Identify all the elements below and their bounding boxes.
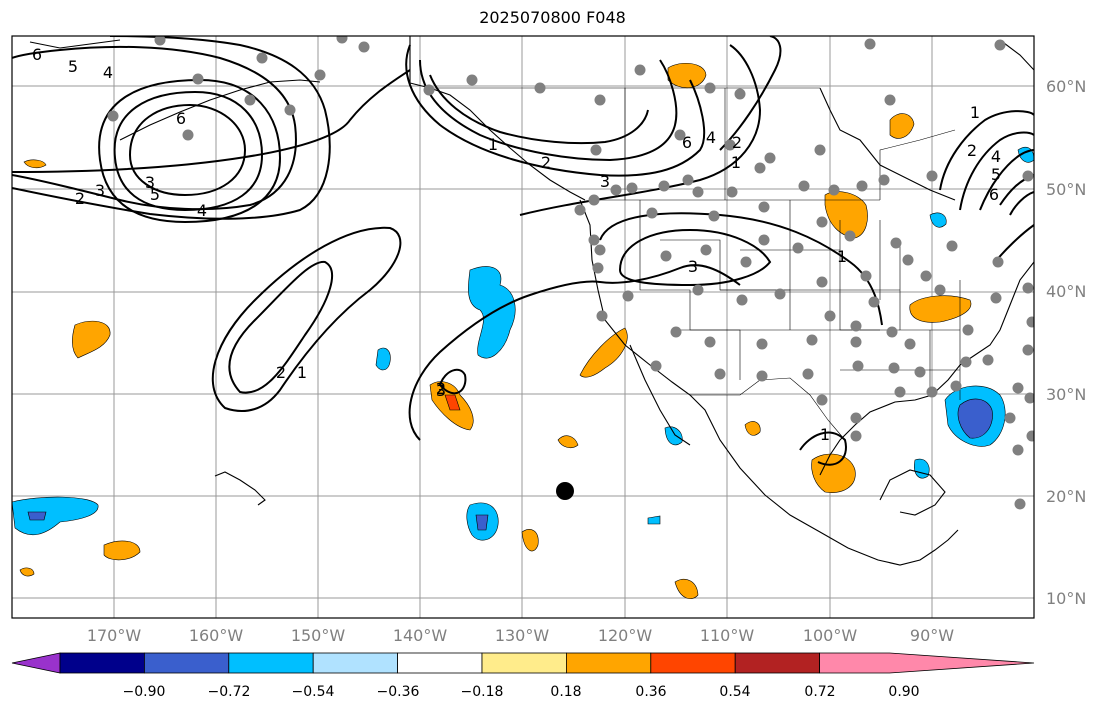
lon-label: 170°W	[86, 626, 142, 645]
colorbar-segment	[819, 652, 1035, 674]
colorbar-segment	[481, 652, 567, 674]
colorbar-tick: 0.90	[888, 684, 920, 700]
colorbar-tick: 0.18	[550, 684, 582, 700]
lon-label: 130°W	[494, 626, 550, 645]
contour-label: 6	[176, 109, 186, 128]
lon-label: 140°W	[392, 626, 448, 645]
contour-label: 6	[682, 133, 692, 152]
contour-label: 2	[75, 189, 85, 208]
contour-label: 1	[731, 153, 741, 172]
contour-label: 3	[688, 257, 698, 276]
colorbar	[11, 652, 1035, 674]
map-frame	[11, 35, 1035, 619]
lon-label: 120°W	[597, 626, 653, 645]
lon-label: 150°W	[290, 626, 346, 645]
lat-label: 60°N	[1046, 77, 1087, 96]
contour-label: 4	[197, 201, 207, 220]
map-title: 2025070800 F048	[479, 8, 626, 27]
contour-label: 2	[732, 133, 742, 152]
colorbar-tick: 0.36	[635, 684, 667, 700]
colorbar-segment	[143, 652, 230, 674]
colorbar-tick: −0.54	[291, 684, 335, 700]
contour-label: 2	[436, 379, 446, 398]
political-borders	[430, 87, 961, 441]
contour-label: 3	[145, 173, 155, 192]
colorbar-segment	[734, 652, 821, 674]
colorbar-tick: −0.18	[460, 684, 504, 700]
contour-lines	[12, 36, 1034, 466]
colorbar-tick: −0.36	[376, 684, 420, 700]
coastlines	[29, 36, 1034, 566]
colorbar-segment	[397, 652, 483, 674]
contour-label: 3	[95, 181, 105, 200]
colorbar-segment	[312, 652, 399, 674]
lat-label: 50°N	[1046, 180, 1087, 199]
lon-label: 100°W	[802, 626, 858, 645]
shaded-fields	[12, 62, 1034, 600]
contour-label: 3	[600, 172, 610, 191]
colorbar-segment	[566, 652, 652, 674]
contour-label: 5	[68, 57, 78, 76]
colorbar-segment	[228, 652, 314, 674]
graticule	[12, 36, 1034, 618]
contour-label: 4	[991, 147, 1001, 166]
station-markers	[107, 36, 1034, 510]
highlight-marker	[556, 482, 574, 500]
contour-labels: 6 5 4 6 3 2 3 5 4 2 1 3 2 1 6 4 2 1 3 3 …	[32, 45, 1001, 444]
contour-label: 2	[541, 153, 551, 172]
colorbar-tick: −0.90	[122, 684, 166, 700]
colorbar-tick: 0.72	[804, 684, 836, 700]
contour-label: 4	[103, 63, 113, 82]
lon-label: 90°W	[909, 626, 955, 645]
contour-label: 1	[820, 425, 830, 444]
lat-label: 20°N	[1046, 487, 1087, 506]
lat-label: 10°N	[1046, 589, 1087, 608]
colorbar-segment	[650, 652, 736, 674]
colorbar-segment	[11, 652, 61, 674]
contour-label: 6	[989, 185, 999, 204]
contour-label: 5	[991, 165, 1001, 184]
contour-label: 1	[297, 363, 307, 382]
contour-label: 6	[32, 45, 42, 64]
colorbar-tick: −0.72	[207, 684, 251, 700]
colorbar-tick: 0.54	[719, 684, 751, 700]
contour-label: 3	[436, 381, 446, 400]
contour-label: 2	[276, 363, 286, 382]
contour-label: 5	[150, 185, 160, 204]
contour-label: 2	[967, 141, 977, 160]
colorbar-segment	[59, 652, 145, 674]
lon-label: 160°W	[188, 626, 244, 645]
lat-label: 30°N	[1046, 385, 1087, 404]
contour-label: 4	[706, 128, 716, 147]
contour-label: 1	[837, 247, 847, 266]
contour-label: 1	[488, 135, 498, 154]
contour-label: 1	[970, 103, 980, 122]
lon-label: 110°W	[699, 626, 755, 645]
lat-label: 40°N	[1046, 282, 1087, 301]
